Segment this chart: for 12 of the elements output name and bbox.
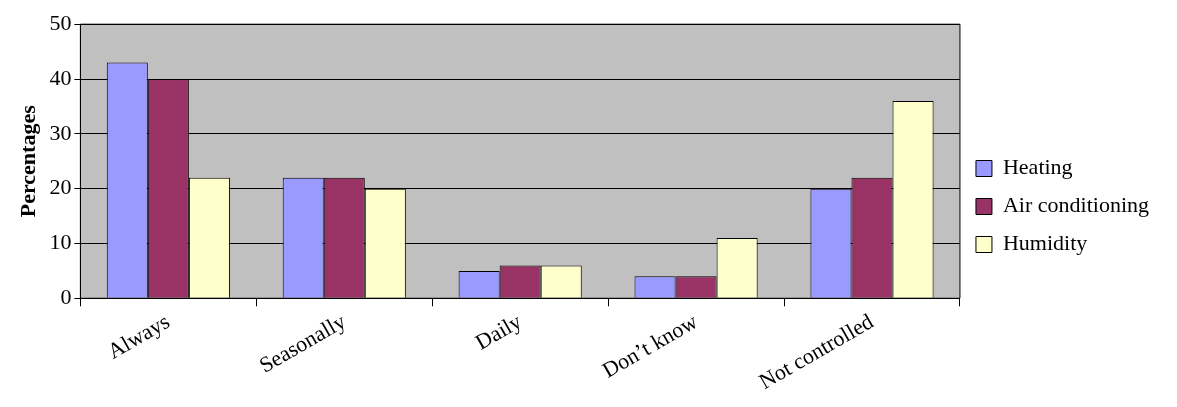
y-tick-label: 30 [49, 119, 72, 145]
x-tick-label: Daily [470, 308, 526, 355]
y-tick-label: 50 [49, 9, 72, 35]
y-tick-label: 0 [60, 284, 72, 310]
x-tick-label: Don’t know [597, 308, 702, 383]
legend-label: Humidity [1002, 230, 1088, 256]
y-tick-label: 20 [49, 174, 72, 200]
y-tick-label: 10 [49, 229, 72, 255]
y-axis-title: Percentages [14, 104, 40, 218]
legend-label: Heating [1002, 154, 1073, 180]
legend-label: Air conditioning [1002, 192, 1150, 218]
y-tick-label: 40 [49, 64, 72, 90]
